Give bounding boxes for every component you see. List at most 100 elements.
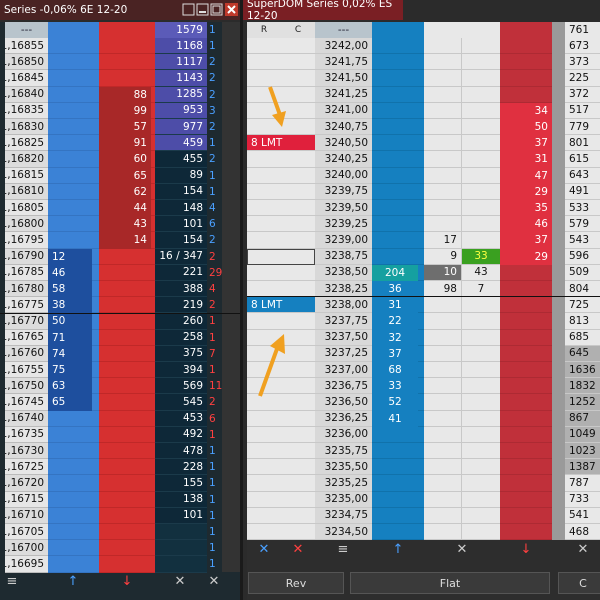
bid-cell[interactable] (372, 119, 424, 136)
order-cell[interactable] (247, 313, 315, 330)
order-cell[interactable] (247, 410, 315, 427)
bid-cell[interactable] (372, 151, 424, 168)
ask-cell[interactable] (500, 297, 552, 314)
footer-icon[interactable]: ✕ (292, 541, 304, 557)
bid-cell[interactable] (372, 491, 424, 508)
footer-icon[interactable]: ✕ (258, 541, 270, 557)
ask-cell (99, 297, 155, 314)
order-cell[interactable] (247, 281, 315, 298)
bid-cell[interactable] (372, 183, 424, 200)
bid-cell[interactable] (372, 248, 424, 265)
order-cell[interactable] (247, 232, 315, 249)
bid-cell[interactable] (372, 459, 424, 476)
footer-icon[interactable]: ✕ (577, 541, 589, 557)
order-cell[interactable] (247, 345, 315, 362)
order-cell[interactable] (247, 524, 315, 541)
ask-cell[interactable] (500, 426, 552, 443)
order-cell[interactable] (247, 459, 315, 476)
button[interactable]: C (558, 572, 600, 594)
window-buttons[interactable] (182, 3, 240, 17)
ask-cell[interactable] (500, 329, 552, 346)
price-cell: 3240,50 (315, 135, 372, 152)
footer-icon[interactable]: ✕ (456, 541, 468, 557)
button[interactable]: Flat (350, 572, 550, 594)
footer-icon[interactable]: ↑ (392, 541, 404, 557)
footer-icon[interactable]: ↓ (520, 541, 532, 557)
bid-cell[interactable] (372, 507, 424, 524)
order-cell[interactable] (247, 54, 315, 71)
bid-cell[interactable] (372, 443, 424, 460)
ask-cell[interactable] (500, 86, 552, 103)
button[interactable]: Rev (248, 572, 344, 594)
ask-cell[interactable] (500, 54, 552, 71)
bid-cell[interactable] (372, 70, 424, 87)
order-cell[interactable] (247, 86, 315, 103)
bid-cell[interactable] (372, 102, 424, 119)
ask-cell[interactable] (500, 475, 552, 492)
bid-cell[interactable] (372, 54, 424, 71)
order-cell[interactable]: 8 LMT (247, 297, 315, 314)
order-cell[interactable] (247, 167, 315, 184)
ask-cell[interactable] (500, 443, 552, 460)
bid-cell[interactable] (372, 200, 424, 217)
count-cell: 1 (209, 542, 216, 555)
ask-cell (99, 378, 155, 395)
footer-icon[interactable]: ≡ (6, 574, 18, 590)
ask-cell[interactable] (500, 70, 552, 87)
order-cell[interactable] (247, 216, 315, 233)
bid-cell[interactable] (372, 216, 424, 233)
count-cell: 4 (209, 283, 216, 296)
ask-cell[interactable] (500, 459, 552, 476)
ask-cell[interactable] (500, 264, 552, 281)
bid-cell[interactable] (372, 524, 424, 541)
bid-cell[interactable] (372, 38, 424, 55)
order-cell[interactable] (247, 38, 315, 55)
ask-cell[interactable] (500, 281, 552, 298)
volume-cell: 372 (565, 86, 600, 103)
ask-cell[interactable] (500, 524, 552, 541)
order-cell[interactable] (247, 362, 315, 379)
order-cell[interactable] (247, 119, 315, 136)
ask-cell[interactable] (500, 38, 552, 55)
order-cell[interactable] (247, 248, 315, 265)
footer-icon[interactable]: ✕ (208, 574, 220, 590)
order-cell[interactable] (247, 443, 315, 460)
ask-cell[interactable] (500, 410, 552, 427)
bar-cell (552, 54, 565, 71)
count-cell: 2 (209, 250, 216, 263)
bid-cell[interactable] (372, 232, 424, 249)
bid-cell[interactable] (372, 426, 424, 443)
volume-cell: 453 (155, 410, 207, 427)
footer-icon[interactable]: ✕ (174, 574, 186, 590)
scrollbar (222, 22, 240, 572)
order-cell[interactable] (247, 507, 315, 524)
order-cell[interactable] (247, 264, 315, 281)
order-cell[interactable]: 8 LMT (247, 135, 315, 152)
footer-icon[interactable]: ↓ (121, 574, 133, 590)
order-cell[interactable] (247, 475, 315, 492)
bid-cell[interactable] (372, 475, 424, 492)
ask-cell[interactable] (500, 378, 552, 395)
ask-cell[interactable] (500, 313, 552, 330)
bar-cell (552, 119, 565, 136)
bid-cell (48, 70, 99, 87)
bid-cell[interactable] (372, 167, 424, 184)
ask-cell[interactable] (500, 362, 552, 379)
ask-size: 29 (500, 183, 552, 200)
order-cell[interactable] (247, 151, 315, 168)
order-cell[interactable] (247, 200, 315, 217)
bid-cell[interactable] (372, 135, 424, 152)
ask-cell[interactable] (500, 491, 552, 508)
footer-icon[interactable]: ↑ (67, 574, 79, 590)
order-cell[interactable] (247, 70, 315, 87)
ask-cell[interactable] (500, 507, 552, 524)
bid-cell (48, 200, 99, 217)
bid-cell[interactable] (372, 86, 424, 103)
order-cell[interactable] (247, 491, 315, 508)
ask-cell[interactable] (500, 345, 552, 362)
order-cell[interactable] (247, 426, 315, 443)
footer-icon[interactable]: ≡ (337, 541, 349, 557)
order-cell[interactable] (247, 394, 315, 411)
order-cell[interactable] (247, 183, 315, 200)
ask-cell[interactable] (500, 394, 552, 411)
